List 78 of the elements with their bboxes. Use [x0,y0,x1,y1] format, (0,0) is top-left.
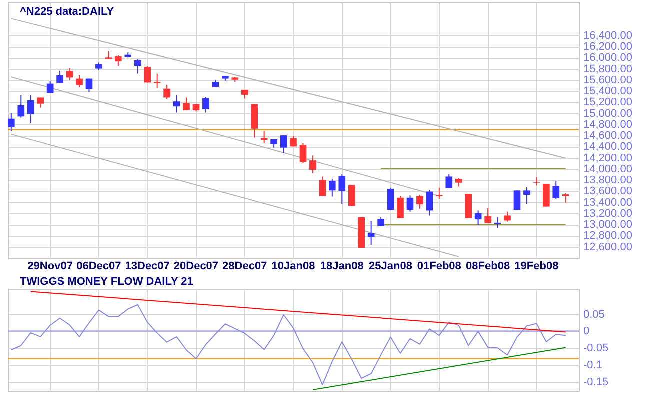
y-tick-label: 0.05 [584,308,605,321]
candlestick [543,183,550,208]
candlestick [8,112,15,132]
candlestick [348,184,356,207]
candlestick [474,210,482,226]
chart-title: ^N225 data:DAILY [20,6,115,18]
candlestick [300,142,307,164]
candlestick [504,211,511,222]
candlestick [552,180,560,200]
candlestick [387,187,394,211]
candlestick [514,190,521,211]
candlestick [134,58,142,74]
y-tick-label: 13,000.00 [584,219,632,232]
candlestick [368,220,375,246]
candlestick [173,94,180,114]
candlestick [46,81,54,94]
candlestick [416,194,424,210]
y-tick-label: 15,400.00 [584,86,632,98]
candlestick [56,70,64,84]
y-tick-label: 12,600.00 [584,241,632,254]
candlestick [202,96,210,114]
candlestick [18,94,25,118]
x-tick-label: 13Dec07 [125,260,170,272]
x-tick-label: 29Nov07 [28,260,73,272]
candlestick [397,196,404,219]
chart-title: TWIGGS MONEY FLOW DAILY 21 [20,276,194,288]
y-tick-label: 15,000.00 [584,108,632,120]
y-tick-label: 14,800.00 [584,118,632,131]
x-tick-label: 20Dec07 [174,260,219,272]
y-tick-label: 15,800.00 [584,63,632,76]
candlestick [154,73,161,89]
candlestick [319,176,326,197]
x-tick-label: 08Feb08 [466,260,510,272]
y-tick-label: 13,200.00 [584,208,632,220]
candlestick [562,192,570,204]
y-tick-label: 15,200.00 [584,96,632,109]
candlestick [164,84,170,100]
x-tick-label: 28Dec07 [222,260,268,272]
candlestick [115,54,122,66]
x-tick-label: 06Dec07 [76,260,122,272]
y-tick-label: 13,400.00 [584,196,632,209]
y-tick-label: 16,000.00 [584,52,632,64]
y-tick-label: 14,400.00 [584,141,632,154]
candlestick [27,94,34,124]
y-tick-label: 0 [584,326,590,338]
y-tick-label: 14,600.00 [584,130,632,142]
candlestick [406,195,414,212]
candlestick [144,66,151,84]
candlestick [524,186,530,205]
y-tick-label: 13,600.00 [584,186,632,198]
y-tick-label: -0.05 [584,342,609,355]
candlestick [280,135,288,154]
candlestick [426,190,434,216]
candlestick [37,97,44,108]
y-tick-label: -0.15 [584,376,609,388]
y-tick-label: 16,200.00 [584,41,632,54]
x-tick-label: 10Jan08 [272,260,316,272]
y-tick-label: 12,800.00 [584,230,632,242]
x-tick-label: 01Feb08 [417,260,462,272]
y-tick-label: -0.1 [584,359,602,372]
y-tick-label: 16,400.00 [584,30,632,42]
y-tick-label: 13,800.00 [584,174,632,187]
y-tick-label: 15,600.00 [584,74,632,86]
candlestick [66,68,74,81]
x-tick-label: 18Jan08 [320,260,364,272]
candlestick [436,187,443,200]
candlestick [338,174,346,205]
candlestick [446,174,453,189]
x-tick-label: 25Jan08 [369,260,412,272]
candlestick [310,155,316,174]
candlestick [329,178,336,198]
x-tick-label: 19Feb08 [514,260,559,272]
candlestick [86,78,93,93]
candlestick [484,208,492,224]
candlestick [76,74,83,88]
y-tick-label: 14,200.00 [584,152,632,164]
candlestick [183,97,190,112]
y-tick-label: 14,000.00 [584,163,632,176]
